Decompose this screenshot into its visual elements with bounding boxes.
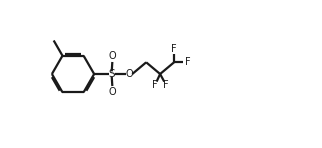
Text: O: O bbox=[109, 87, 116, 97]
Text: O: O bbox=[109, 51, 116, 61]
Text: F: F bbox=[163, 80, 168, 90]
Text: F: F bbox=[152, 80, 157, 90]
Text: O: O bbox=[126, 69, 133, 79]
Text: S: S bbox=[109, 69, 115, 79]
Text: F: F bbox=[171, 44, 177, 54]
Text: F: F bbox=[185, 57, 191, 67]
